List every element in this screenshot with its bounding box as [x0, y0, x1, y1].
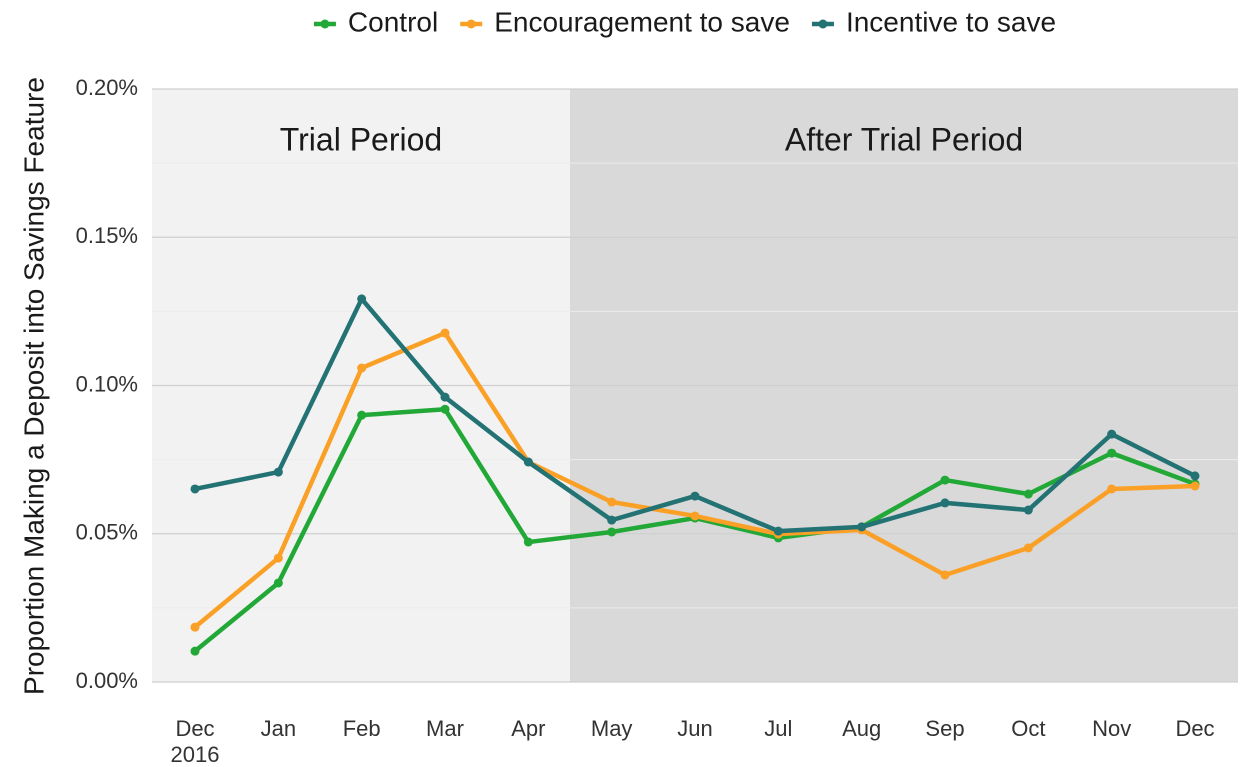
point — [357, 294, 367, 304]
x-tick-label: Apr — [511, 716, 545, 741]
legend-label: Control — [348, 6, 438, 37]
point — [940, 498, 950, 508]
point — [273, 553, 283, 563]
legend: Control Encouragement to save Incentive to… — [313, 6, 1056, 37]
point — [1023, 543, 1033, 553]
point — [940, 570, 950, 580]
point — [440, 404, 450, 414]
y-tick-label: 0.10% — [76, 371, 138, 396]
point — [940, 475, 950, 485]
x-tick-label: Dec — [1175, 716, 1214, 741]
point — [357, 363, 367, 373]
x-tick-label: Feb — [343, 716, 381, 741]
point — [1190, 471, 1200, 481]
point — [273, 578, 283, 588]
point — [607, 515, 617, 525]
point — [1107, 448, 1117, 458]
legend-label: Encouragement to save — [494, 6, 790, 37]
point — [1190, 481, 1200, 491]
x-tick-label: May — [591, 716, 633, 741]
y-axis-title: Proportion Making a Deposit into Savings… — [18, 77, 49, 695]
point — [190, 646, 200, 656]
y-tick-label: 0.20% — [76, 75, 138, 100]
legend-label: Incentive to save — [846, 6, 1056, 37]
x-tick-label: Nov — [1092, 716, 1131, 741]
x-tick-label: Aug — [842, 716, 881, 741]
x-tick-label: Mar — [426, 716, 464, 741]
x-tick-label: Jun — [677, 716, 712, 741]
point — [190, 622, 200, 632]
legend-swatch-dot — [466, 19, 476, 29]
point — [1023, 489, 1033, 499]
x-tick-label: Jul — [764, 716, 792, 741]
region-label: Trial Period — [280, 121, 442, 157]
point — [190, 484, 200, 494]
point — [273, 467, 283, 477]
legend-swatch-dot — [818, 19, 828, 29]
y-tick-label: 0.05% — [76, 520, 138, 545]
y-tick-label: 0.15% — [76, 223, 138, 248]
point — [440, 328, 450, 338]
point — [1107, 429, 1117, 439]
x-tick-label: Jan — [261, 716, 296, 741]
y-tick-label: 0.00% — [76, 668, 138, 693]
x-tick-label: Dec 2016 — [171, 716, 220, 767]
point — [690, 491, 700, 501]
x-tick-label: Sep — [925, 716, 964, 741]
point — [690, 511, 700, 521]
region-label: After Trial Period — [785, 121, 1023, 157]
point — [440, 392, 450, 402]
point — [773, 526, 783, 536]
point — [607, 497, 617, 507]
point — [857, 522, 867, 532]
point — [357, 410, 367, 420]
legend-swatch-dot — [320, 19, 330, 29]
point — [607, 527, 617, 537]
point — [1023, 505, 1033, 515]
x-tick-label: Oct — [1011, 716, 1045, 741]
point — [523, 457, 533, 467]
point — [523, 537, 533, 547]
point — [1107, 484, 1117, 494]
